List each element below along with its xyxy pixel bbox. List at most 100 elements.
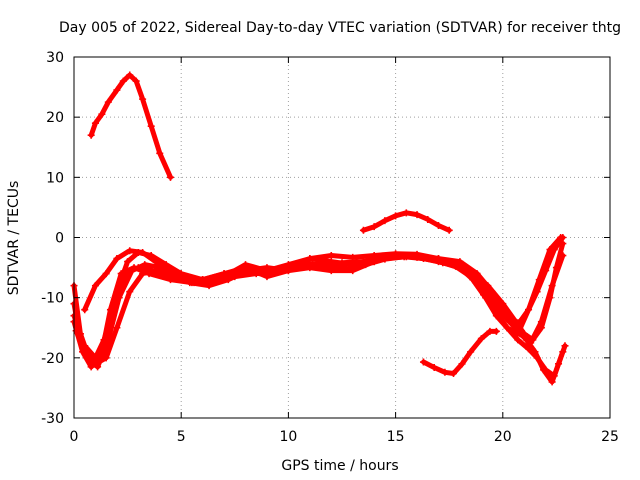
- data-point: [113, 324, 121, 332]
- data-point: [173, 273, 181, 281]
- y-tick-label: 10: [46, 170, 64, 186]
- data-point: [533, 288, 541, 296]
- data-point: [91, 119, 99, 127]
- data-point: [370, 223, 378, 231]
- x-tick-label: 20: [494, 429, 512, 445]
- data-point: [141, 261, 149, 269]
- y-tick-label: -20: [41, 351, 64, 367]
- data-point: [458, 265, 466, 273]
- x-tick-label: 25: [601, 429, 619, 445]
- data-point: [419, 358, 427, 366]
- data-point: [113, 255, 121, 263]
- data-point: [550, 372, 558, 380]
- data-point: [246, 268, 254, 276]
- data-point: [492, 309, 500, 317]
- x-tick-label: 10: [279, 429, 297, 445]
- x-tick-label: 15: [387, 429, 405, 445]
- data-point: [349, 253, 357, 261]
- data-point: [445, 226, 453, 234]
- data-point: [342, 265, 350, 273]
- data-point: [284, 265, 292, 273]
- data-point: [87, 131, 95, 139]
- data-point: [83, 354, 91, 362]
- data-point: [115, 294, 123, 302]
- y-tick-label: 0: [55, 231, 64, 247]
- data-point: [467, 348, 475, 356]
- data-point: [449, 369, 457, 377]
- data-point: [327, 252, 335, 260]
- data-point: [362, 261, 370, 269]
- data-point: [514, 336, 522, 344]
- data-point: [533, 354, 541, 362]
- data-point: [381, 255, 389, 263]
- data-point: [503, 324, 511, 332]
- data-point: [91, 282, 99, 290]
- data-point: [139, 270, 147, 278]
- data-point: [104, 336, 112, 344]
- axes: 0 5 10 15 20 25 -30 -20 -10 0 10 20 30: [41, 50, 619, 445]
- series-band-6: [72, 252, 567, 371]
- data-point: [128, 267, 136, 275]
- data-point: [419, 255, 427, 263]
- data-point: [475, 279, 483, 287]
- data-point: [190, 279, 198, 287]
- data-point: [548, 378, 556, 386]
- series-trace: [88, 72, 173, 180]
- data-point: [559, 348, 567, 356]
- y-tick-label: 30: [46, 50, 64, 66]
- data-point: [147, 122, 155, 130]
- data-point: [113, 86, 121, 94]
- data-point: [132, 77, 140, 85]
- data-point: [490, 297, 498, 305]
- data-point: [126, 71, 134, 79]
- data-point: [323, 264, 331, 272]
- data-point: [561, 342, 569, 350]
- grid-lines: [74, 57, 610, 418]
- data-point: [480, 291, 488, 299]
- x-tick-label: 0: [70, 429, 79, 445]
- data-point: [98, 110, 106, 118]
- data-point: [503, 315, 511, 323]
- data-point: [430, 363, 438, 371]
- data-point: [81, 306, 89, 314]
- data-point: [166, 173, 174, 181]
- data-point: [156, 264, 164, 272]
- data-point: [486, 327, 494, 335]
- y-tick-label: -30: [41, 411, 64, 427]
- data-point: [156, 149, 164, 157]
- data-point: [400, 253, 408, 261]
- chart-title: Day 005 of 2022, Sidereal Day-to-day VTE…: [59, 20, 621, 36]
- data-point: [119, 77, 127, 85]
- data-point: [516, 330, 524, 338]
- x-tick-label: 5: [177, 429, 186, 445]
- y-axis-label: SDTVAR / TECUs: [6, 181, 22, 296]
- data-point: [548, 282, 556, 290]
- data-point: [542, 267, 550, 275]
- data-point: [434, 221, 442, 229]
- data-point: [441, 368, 449, 376]
- data-point: [542, 366, 550, 374]
- data-point: [381, 217, 389, 225]
- data-point: [392, 212, 400, 220]
- series-arc-low: [419, 327, 500, 377]
- data-point: [413, 211, 421, 219]
- data-point: [151, 258, 159, 266]
- data-point: [126, 247, 134, 255]
- data-point: [424, 215, 432, 223]
- data-point: [139, 249, 147, 257]
- data-point: [126, 288, 134, 296]
- data-point: [525, 306, 533, 314]
- data-point: [458, 360, 466, 368]
- data-point: [227, 273, 235, 281]
- data-point: [104, 98, 112, 106]
- data-point: [527, 339, 535, 347]
- data-point: [525, 345, 533, 353]
- x-axis-label: GPS time / hours: [281, 458, 398, 474]
- series-arc-high: [87, 71, 174, 181]
- data-point: [537, 318, 545, 326]
- data-point: [306, 255, 314, 263]
- data-point: [359, 226, 367, 234]
- data-point: [124, 258, 132, 266]
